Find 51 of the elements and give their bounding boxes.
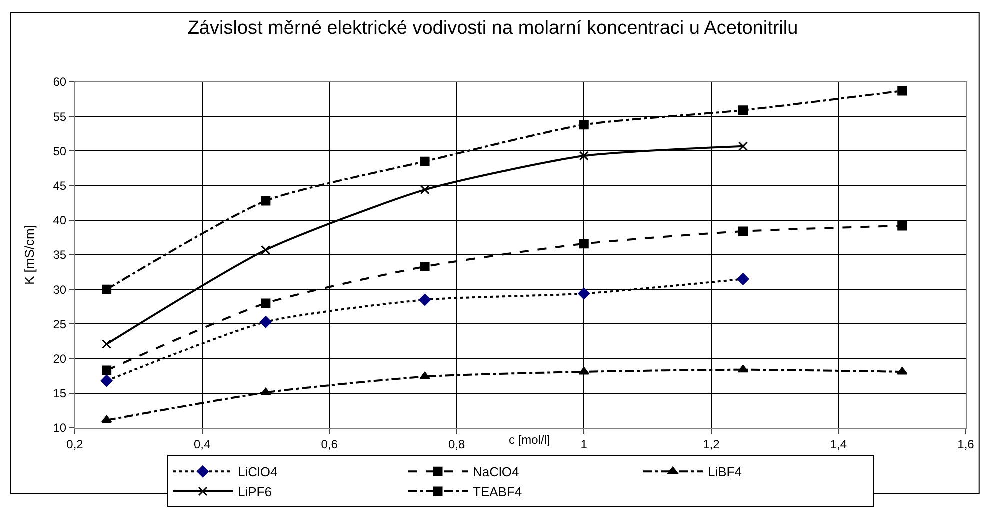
y-tick-label: 25	[53, 317, 67, 332]
x-tick-label: 0,6	[321, 437, 338, 452]
point	[579, 120, 589, 130]
x-tick-label: 1,6	[958, 437, 975, 452]
legend-label: LiPF6	[238, 484, 272, 500]
point	[420, 185, 430, 195]
point	[738, 142, 748, 152]
point	[898, 221, 908, 231]
legend-label: LiClO4	[238, 464, 278, 480]
point	[578, 288, 590, 300]
x-tick-label: 0,2	[66, 437, 84, 452]
point	[260, 316, 272, 328]
point	[579, 151, 589, 161]
legend-label: TEABF4	[473, 484, 522, 500]
point	[102, 366, 112, 376]
point	[419, 294, 431, 306]
x-tick-label: 1	[580, 437, 588, 452]
point	[737, 273, 750, 286]
point	[102, 284, 112, 294]
x-tick-label: 1,4	[830, 437, 848, 452]
point	[579, 239, 589, 249]
point	[420, 156, 430, 166]
point	[100, 374, 113, 387]
point	[261, 245, 271, 255]
point	[420, 262, 430, 272]
x-tick-label: 1,2	[703, 437, 720, 452]
point	[261, 298, 271, 308]
point	[898, 86, 908, 96]
y-tick-label: 60	[53, 75, 67, 90]
legend-label: LiBF4	[708, 464, 742, 480]
legend-label: NaClO4	[473, 464, 520, 480]
point	[102, 340, 112, 350]
x-tick-label: 0,4	[194, 437, 211, 452]
y-tick-label: 30	[53, 282, 67, 297]
point	[261, 196, 271, 206]
y-tick-label: 15	[53, 386, 67, 401]
point	[420, 372, 430, 380]
point	[260, 388, 272, 396]
y-axis-title: K [mS/cm]	[22, 225, 38, 285]
y-tick-label: 10	[53, 421, 67, 436]
y-tick-label: 40	[53, 214, 67, 228]
point	[738, 106, 748, 116]
x-tick-label: 0,8	[448, 437, 466, 452]
y-tick-label: 35	[53, 248, 67, 262]
y-tick-label: 50	[53, 144, 67, 158]
chart-title: Závislost měrné elektrické vodivosti na molarní koncentraci u Acetonitrilu	[188, 18, 798, 40]
y-tick-label: 45	[53, 179, 67, 193]
y-tick-label: 55	[53, 110, 67, 124]
y-tick-label: 20	[53, 352, 67, 366]
x-axis-title: c [mol/l]	[509, 433, 550, 447]
point	[738, 226, 748, 236]
